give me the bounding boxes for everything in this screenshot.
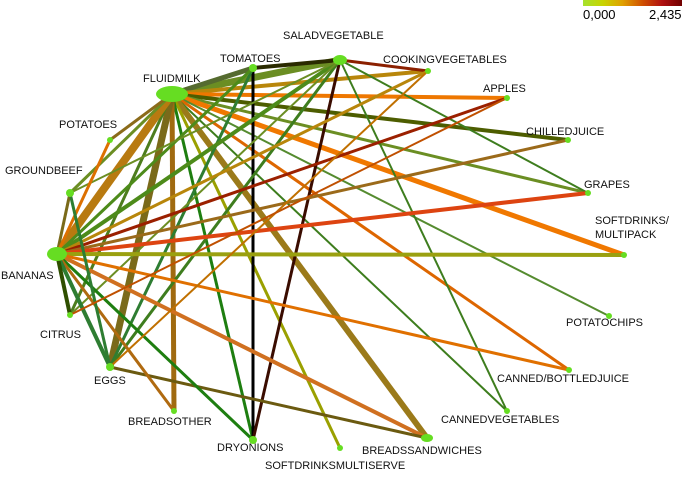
- edge-fluidmilk-potatoes: [109, 92, 173, 142]
- edge-fluidmilk-softdrinks_multipack: [171, 91, 625, 258]
- edge-apples-bananas: [56, 96, 508, 256]
- node-label-cannedvegetables: CANNEDVEGETABLES: [441, 414, 559, 426]
- legend-color-bar: [583, 0, 682, 6]
- node-label-bananas: BANANAS: [1, 270, 54, 282]
- edge-fluidmilk-canned_bottledjuice: [171, 92, 570, 372]
- node-groundbeef[interactable]: [66, 189, 74, 197]
- edge-saladvegetable-groundbeef: [69, 59, 341, 194]
- node-citrus[interactable]: [67, 312, 73, 318]
- edge-softdrinks_multipack-bananas: [56, 252, 625, 257]
- node-label-potatoes: POTATOES: [59, 119, 117, 131]
- node-softdrinks_multipack[interactable]: [621, 252, 627, 258]
- edge-canned_bottledjuice-bananas: [56, 252, 570, 372]
- node-label-breadssandwiches: BREADSSANDWICHES: [362, 445, 482, 457]
- edge-potatoes-bananas: [55, 139, 112, 255]
- node-label-softdrinksmultiserve: SOFTDRINKSMULTISERVE: [265, 460, 405, 472]
- edge-saladvegetable-cookingvegetables: [339, 58, 429, 73]
- edge-saladvegetable-citrus: [69, 59, 341, 316]
- node-label-dryonions: DRYONIONS: [217, 442, 283, 454]
- edge-chilledjuice-bananas: [56, 138, 569, 256]
- edge-tomatoes-eggs: [108, 67, 255, 368]
- node-bananas[interactable]: [47, 247, 67, 261]
- edge-fluidmilk-groundbeef: [68, 92, 174, 195]
- node-label-potatochips: POTATOCHIPS: [566, 317, 643, 329]
- node-breadssandwiches[interactable]: [421, 434, 433, 442]
- legend-max-label: 2,435: [649, 7, 682, 22]
- edge-dryonions-bananas: [55, 252, 255, 442]
- node-label-apples: APPLES: [483, 83, 526, 95]
- node-label-grapes: GRAPES: [584, 179, 630, 191]
- edge-eggs-bananas: [55, 253, 112, 368]
- node-label-eggs: EGGS: [94, 375, 126, 387]
- edge-breadsother-bananas: [55, 253, 176, 412]
- edge-breadssandwiches-bananas: [56, 252, 428, 440]
- node-label-tomatoes: TOMATOES: [220, 53, 281, 65]
- node-breadsother[interactable]: [171, 408, 177, 414]
- node-eggs[interactable]: [106, 363, 114, 371]
- edge-saladvegetable-eggs: [108, 59, 342, 368]
- node-fluidmilk[interactable]: [156, 86, 188, 102]
- edge-fluidmilk-tomatoes: [171, 65, 254, 97]
- node-dryonions[interactable]: [249, 436, 257, 444]
- node-label-cookingvegetables: COOKINGVEGETABLES: [383, 54, 507, 66]
- edge-fluidmilk-saladvegetable: [171, 56, 341, 98]
- edge-saladvegetable-cannedvegetables: [339, 59, 508, 412]
- node-chilledjuice[interactable]: [565, 137, 571, 143]
- node-label-canned_bottledjuice: CANNED/BOTTLEDJUICE: [497, 373, 629, 385]
- edge-fluidmilk-bananas: [53, 91, 176, 257]
- edge-saladvegetable-grapes: [339, 59, 589, 194]
- node-saladvegetable[interactable]: [333, 55, 347, 65]
- node-cookingvegetables[interactable]: [425, 68, 431, 74]
- edge-fluidmilk-citrus: [68, 93, 174, 316]
- node-cannedvegetables[interactable]: [504, 408, 510, 414]
- edge-citrus-bananas: [55, 253, 72, 316]
- edge-groundbeef-bananas: [55, 192, 72, 255]
- node-label-fluidmilk: FLUIDMILK: [143, 73, 201, 85]
- edge-fluidmilk-cookingvegetables: [171, 69, 429, 96]
- edge-tomatoes-saladvegetable: [252, 58, 341, 70]
- node-label-groundbeef: GROUNDBEEF: [5, 165, 83, 177]
- node-potatochips[interactable]: [606, 313, 612, 319]
- edge-fluidmilk-dryonions: [170, 93, 255, 441]
- legend-min-label: 0,000: [583, 7, 616, 22]
- node-apples[interactable]: [504, 95, 510, 101]
- edge-grapes-bananas: [56, 191, 589, 256]
- edge-cookingvegetables-eggs: [109, 70, 429, 368]
- node-label-chilledjuice: CHILLEDJUICE: [526, 126, 604, 138]
- edge-fluidmilk-eggs: [106, 93, 176, 368]
- legend: 0,000 2,435: [583, 0, 682, 22]
- edge-cookingvegetables-bananas: [56, 69, 429, 256]
- edge-saladvegetable-bananas: [55, 58, 342, 256]
- edge-fluidmilk-softdrinksmultiserve: [170, 93, 342, 449]
- node-potatoes[interactable]: [107, 137, 113, 143]
- edge-tomatoes-bananas: [55, 66, 255, 256]
- node-tomatoes[interactable]: [249, 64, 257, 72]
- edge-breadssandwiches-eggs: [109, 365, 428, 440]
- edge-groundbeef-eggs: [68, 192, 112, 368]
- node-label-saladvegetable: SALADVEGETABLE: [283, 30, 384, 42]
- node-grapes[interactable]: [585, 190, 591, 196]
- edge-saladvegetable-dryonions: [251, 59, 342, 441]
- node-canned_bottledjuice[interactable]: [566, 367, 572, 373]
- edge-apples-citrus: [69, 97, 508, 316]
- node-label-citrus: CITRUS: [40, 329, 81, 341]
- edge-fluidmilk-potatochips: [171, 93, 610, 317]
- node-softdrinksmultiserve[interactable]: [337, 445, 343, 451]
- node-label-softdrinks_multipack: SOFTDRINKS/MULTIPACK: [595, 215, 670, 241]
- edge-fluidmilk-apples: [171, 92, 508, 100]
- node-layer: [47, 55, 627, 451]
- edge-layer: [53, 56, 625, 449]
- node-label-breadsother: BREADSOTHER: [128, 416, 212, 428]
